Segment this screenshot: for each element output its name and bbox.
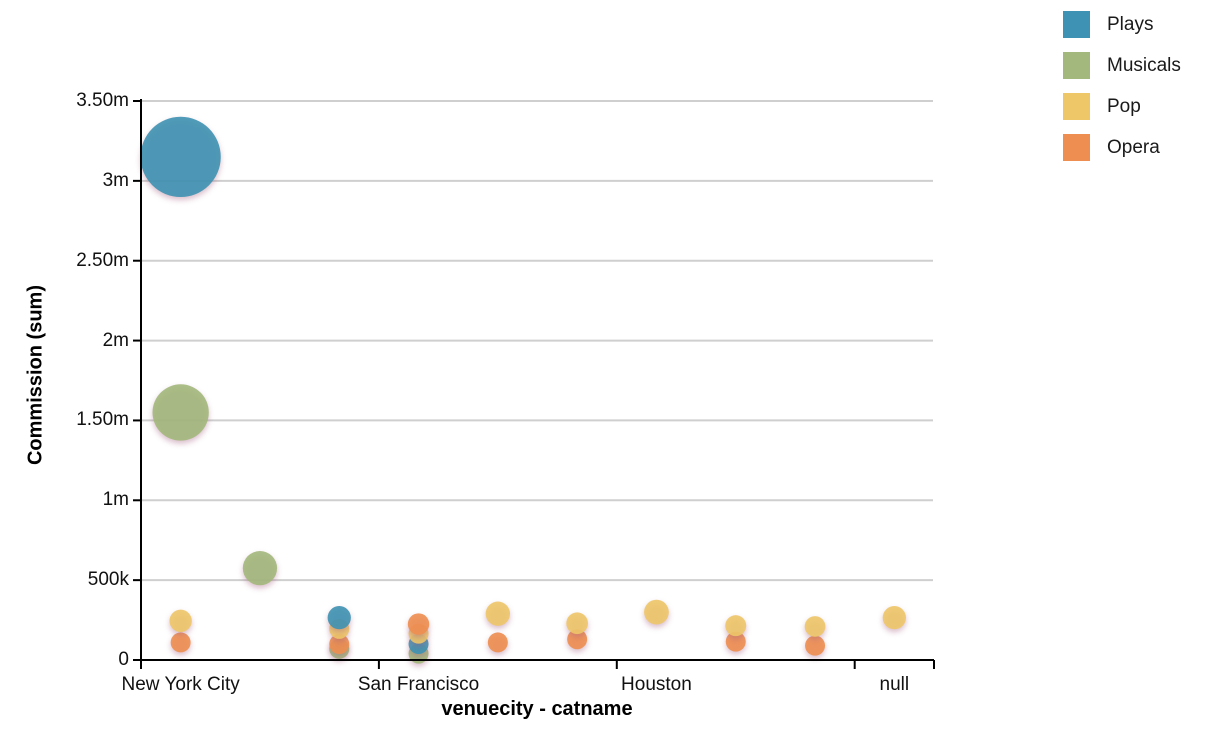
x-axis-group-label: New York City bbox=[121, 674, 240, 695]
bubble-opera[interactable] bbox=[567, 629, 588, 650]
legend-label: Plays bbox=[1107, 14, 1154, 35]
bubble-pop[interactable] bbox=[804, 616, 826, 637]
bubble-pop[interactable] bbox=[566, 612, 588, 635]
legend-swatch bbox=[1063, 11, 1090, 38]
x-axis-group-label: San Francisco bbox=[357, 674, 480, 695]
bubble-pop[interactable] bbox=[644, 599, 669, 625]
legend-label: Opera bbox=[1107, 137, 1160, 158]
y-tick-label: 500k bbox=[87, 569, 129, 591]
y-tick-label: 0 bbox=[118, 649, 129, 670]
y-tick-label: 1m bbox=[102, 489, 129, 511]
x-axis-group-label: Houston bbox=[621, 674, 692, 695]
bubble-opera[interactable] bbox=[805, 635, 826, 656]
y-tick-label: 2.50m bbox=[76, 249, 129, 271]
y-tick-label: 3m bbox=[102, 169, 129, 191]
legend: Plays Musicals Pop Opera bbox=[1063, 11, 1181, 175]
bubble-pop[interactable] bbox=[725, 615, 747, 637]
bubble-opera[interactable] bbox=[487, 632, 508, 653]
legend-item-opera[interactable]: Opera bbox=[1063, 134, 1181, 161]
bubble-opera[interactable] bbox=[170, 632, 191, 653]
bubble-pop[interactable] bbox=[169, 609, 192, 633]
legend-label: Musicals bbox=[1107, 55, 1181, 76]
bubble-pop[interactable] bbox=[882, 606, 906, 630]
bubble-plays[interactable] bbox=[327, 606, 351, 630]
bubble-opera[interactable] bbox=[329, 634, 350, 655]
bubble-musicals[interactable] bbox=[242, 551, 278, 586]
y-tick-label: 1.50m bbox=[76, 409, 129, 431]
legend-item-musicals[interactable]: Musicals bbox=[1063, 52, 1181, 79]
legend-label: Pop bbox=[1107, 96, 1141, 117]
bubble-opera[interactable] bbox=[407, 613, 430, 635]
bubble-pop[interactable] bbox=[485, 601, 511, 626]
legend-swatch bbox=[1063, 134, 1090, 161]
legend-item-plays[interactable]: Plays bbox=[1063, 11, 1181, 38]
bubble-opera[interactable] bbox=[725, 631, 746, 652]
legend-swatch bbox=[1063, 93, 1090, 120]
bubble-musicals[interactable] bbox=[152, 384, 209, 441]
legend-swatch bbox=[1063, 52, 1090, 79]
y-axis-title: Commission (sum) bbox=[24, 284, 47, 466]
x-axis-group-label: null bbox=[879, 674, 910, 695]
legend-item-pop[interactable]: Pop bbox=[1063, 93, 1181, 120]
y-tick-label: 3.50m bbox=[76, 90, 129, 111]
y-tick-label: 2m bbox=[102, 329, 129, 351]
x-axis-title: venuecity - catname bbox=[441, 698, 633, 720]
bubble-plays[interactable] bbox=[140, 116, 221, 198]
